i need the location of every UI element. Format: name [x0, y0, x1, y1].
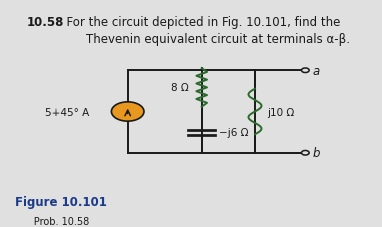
Circle shape	[301, 69, 309, 73]
Text: b: b	[313, 147, 320, 160]
Text: 8 Ω: 8 Ω	[171, 83, 188, 93]
Text: Figure 10.101: Figure 10.101	[15, 195, 107, 208]
Text: Prob. 10.58: Prob. 10.58	[15, 216, 89, 226]
Text: 5∔45° A: 5∔45° A	[45, 107, 89, 117]
Circle shape	[301, 151, 309, 155]
Text: a: a	[313, 64, 320, 77]
Text: Thevenin equivalent circuit at terminals α-β.: Thevenin equivalent circuit at terminals…	[86, 33, 350, 46]
Text: j10 Ω: j10 Ω	[267, 107, 294, 117]
Circle shape	[112, 102, 144, 122]
Text: −j6 Ω: −j6 Ω	[220, 128, 249, 138]
Text: For the circuit depicted in Fig. 10.101, find the: For the circuit depicted in Fig. 10.101,…	[59, 16, 341, 29]
Text: 10.58: 10.58	[27, 16, 64, 29]
